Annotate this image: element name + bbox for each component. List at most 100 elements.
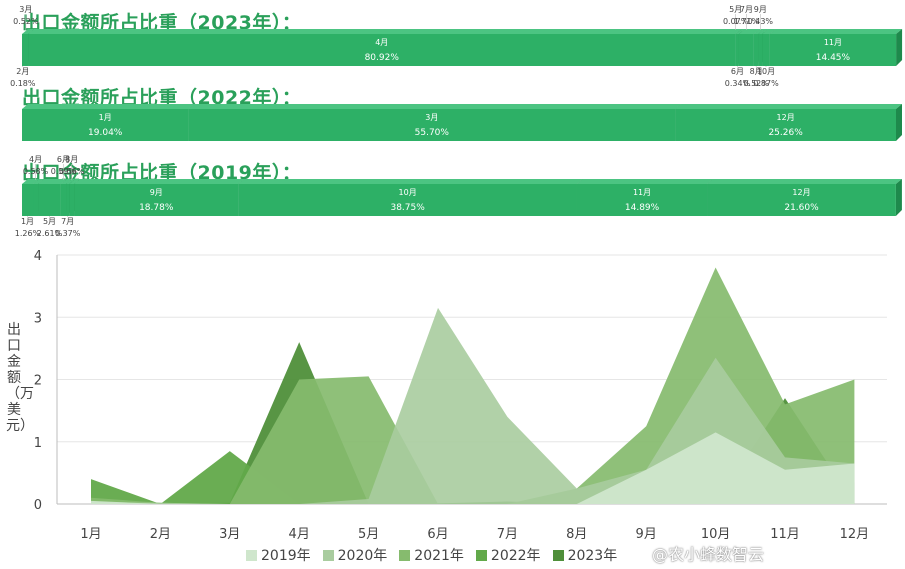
legend-swatch-2020 (322, 549, 334, 561)
strip-segment-2022-12[interactable]: 12月 25.26% (675, 104, 902, 141)
strip-month-label: 11月 (633, 188, 651, 197)
strip-month-label: 3月 (425, 113, 438, 122)
title-2023: 出口金额所占比重（2023年）： (22, 12, 302, 34)
strip-percent-label: 55.70% (415, 128, 450, 138)
strip-face (22, 184, 34, 216)
strip-face (28, 34, 736, 66)
chart-legend: 2019年 2020年 2021年 2022年 2023年 (246, 545, 629, 565)
strip-month-label: 1月 (99, 113, 112, 122)
strip-month-label: 6月 (57, 155, 70, 164)
legend-swatch-2021 (399, 549, 411, 561)
strip-face (238, 184, 577, 216)
strip-face (38, 184, 61, 216)
strip-face (188, 109, 676, 141)
strip-face (769, 34, 897, 66)
strip-face (23, 34, 29, 66)
strip-face (22, 109, 189, 141)
strip-percent-label: 18.78% (139, 203, 174, 213)
strip-month-label: 1月 (21, 217, 34, 226)
strip-month-label: 2月 (16, 67, 29, 76)
title-2019: 出口金额所占比重（2019年）： (22, 162, 302, 184)
strip-percent-label: 25.26% (768, 128, 803, 138)
strip-face (753, 34, 759, 66)
legend-label-2023: 2023年 (567, 548, 618, 564)
strip-percent-label: 19.04% (88, 128, 123, 138)
strip-month-label: 3月 (19, 5, 32, 14)
strip-month-label: 9月 (754, 5, 767, 14)
x-tick-label: 2月 (150, 527, 171, 542)
strip-percent-label: 0.87% (753, 79, 779, 88)
strip-month-label: 12月 (792, 188, 810, 197)
y-tick-label: 4 (34, 249, 42, 264)
area-series-2019[interactable] (91, 432, 855, 504)
legend-label-2021: 2021年 (414, 548, 464, 564)
y-tick-label: 0 (34, 498, 42, 513)
title-2022: 出口金额所占比重（2022年）： (22, 87, 302, 109)
legend-label-2019: 2019年 (261, 548, 311, 564)
strip-face (707, 184, 896, 216)
legend-label-2022: 2022年 (490, 548, 541, 564)
strip-segment-2022-3[interactable]: 3月 55.70% (188, 104, 682, 141)
strip-segment-2019-12[interactable]: 12月 21.60% (707, 179, 902, 216)
strip-face (735, 34, 737, 66)
legend-swatch-2023 (552, 549, 564, 561)
x-tick-label: 7月 (497, 527, 518, 542)
legend-item-2019[interactable]: 2019年 (246, 545, 311, 565)
strip-percent-label: 2.61% (37, 229, 63, 238)
y-axis-label: 出口金额（万美元） (6, 322, 34, 434)
strip-percent-label: 38.75% (390, 203, 425, 213)
strip-segment-2019-9[interactable]: 9月 18.78% (74, 179, 245, 216)
strip-month-label: 5月 (43, 217, 56, 226)
strip-face (33, 184, 39, 216)
legend-swatch-2019 (246, 549, 257, 561)
strip-percent-label: 0.18% (10, 79, 36, 88)
x-tick-label: 10月 (701, 527, 731, 542)
strip-face (735, 34, 739, 66)
x-tick-label: 11月 (770, 527, 800, 542)
strip-face (738, 34, 754, 66)
share-strips: 2月0.18%3月0.52%4月80.92%5月0.07%6月0.34%7月1.… (10, 5, 903, 238)
x-tick-label: 5月 (358, 527, 379, 542)
strip-segment-2023-4[interactable]: 4月 80.92% (28, 29, 742, 66)
strip-face (22, 34, 24, 66)
strip-percent-label: 14.45% (816, 53, 851, 63)
strip-face (758, 34, 763, 66)
x-tick-label: 1月 (80, 527, 101, 542)
strip-face (576, 184, 708, 216)
strip-month-label: 6月 (731, 67, 744, 76)
legend-swatch-2022 (475, 549, 487, 561)
strip-month-label: 12月 (777, 113, 795, 122)
strip-segment-2019-11[interactable]: 11月 14.89% (576, 179, 714, 216)
legend-item-2020[interactable]: 2020年 (322, 545, 387, 565)
legend-item-2021[interactable]: 2021年 (399, 545, 464, 565)
strip-month-label: 5月 (729, 5, 742, 14)
strip-percent-label: 0.37% (55, 229, 81, 238)
y-tick-label: 1 (34, 436, 42, 451)
strip-face (66, 184, 70, 216)
strip-face (60, 184, 67, 216)
strip-face (74, 184, 239, 216)
strip-segment-2023-11[interactable]: 11月 14.45% (769, 29, 903, 66)
strip-month-label: 10月 (757, 67, 775, 76)
x-tick-label: 3月 (219, 527, 240, 542)
strip-face (69, 184, 75, 216)
strip-percent-label: 80.92% (365, 53, 400, 63)
legend-item-2022[interactable]: 2022年 (475, 545, 541, 565)
x-tick-label: 6月 (427, 527, 448, 542)
strip-month-label: 10月 (399, 188, 417, 197)
x-tick-label: 4月 (289, 527, 310, 542)
strip-percent-label: 1.26% (15, 229, 41, 238)
strip-month-label: 8月 (65, 155, 78, 164)
area-series-2020[interactable] (91, 307, 855, 504)
strip-face (675, 109, 896, 141)
x-tick-label: 12月 (840, 527, 870, 542)
y-tick-label: 3 (34, 311, 42, 326)
strip-face (762, 34, 770, 66)
x-tick-label: 8月 (566, 527, 587, 542)
strip-percent-label: 14.89% (625, 203, 660, 213)
strip-month-label: 7月 (740, 5, 753, 14)
legend-item-2023[interactable]: 2023年 (552, 545, 618, 565)
watermark: @农小蜂数智云 (652, 545, 765, 564)
strip-percent-label: 0.52% (743, 79, 769, 88)
y-tick-label: 2 (34, 374, 42, 389)
